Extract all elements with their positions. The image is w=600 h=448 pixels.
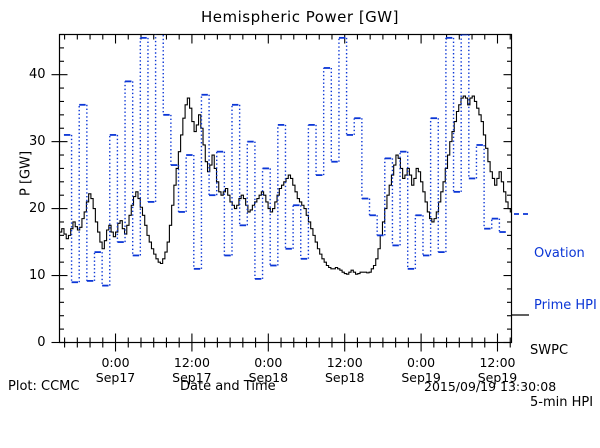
x-tick-date: Sep18 (228, 370, 308, 385)
y-tick-label: 10 (12, 268, 46, 283)
x-tick-date: Sep19 (381, 370, 461, 385)
x-tick-time: 12:00 (457, 355, 537, 370)
x-tick-date: Sep17 (152, 370, 232, 385)
x-tick-time: 0:00 (381, 355, 461, 370)
legend-swpc: SWPC 5-min HPI (530, 306, 593, 448)
x-tick-time: 12:00 (152, 355, 232, 370)
plot-canvas: Hemispheric Power [GW] P [GW] Ovation Pr… (0, 0, 600, 400)
chart-area (0, 0, 600, 400)
x-tick-time: 0:00 (228, 355, 308, 370)
x-tick-time: 12:00 (305, 355, 385, 370)
series-ovation-prime-hpi (64, 31, 506, 285)
y-tick-label: 0 (12, 335, 46, 350)
y-tick-label: 40 (12, 67, 46, 82)
x-tick-time: 0:00 (76, 355, 156, 370)
legend-ovation-line1: Ovation (534, 247, 597, 261)
plot-credit: Plot: CCMC (8, 379, 79, 394)
legend-swpc-line1: SWPC (530, 344, 593, 358)
x-tick-date: Sep17 (76, 370, 156, 385)
x-tick-date: Sep19 (457, 370, 537, 385)
legend-swpc-line2: 5-min HPI (530, 396, 593, 410)
x-tick-date: Sep18 (305, 370, 385, 385)
swpc-line (60, 58, 600, 274)
y-tick-label: 20 (12, 201, 46, 216)
series-swpc-5-min-hpi (60, 58, 600, 274)
y-tick-label: 30 (12, 134, 46, 149)
